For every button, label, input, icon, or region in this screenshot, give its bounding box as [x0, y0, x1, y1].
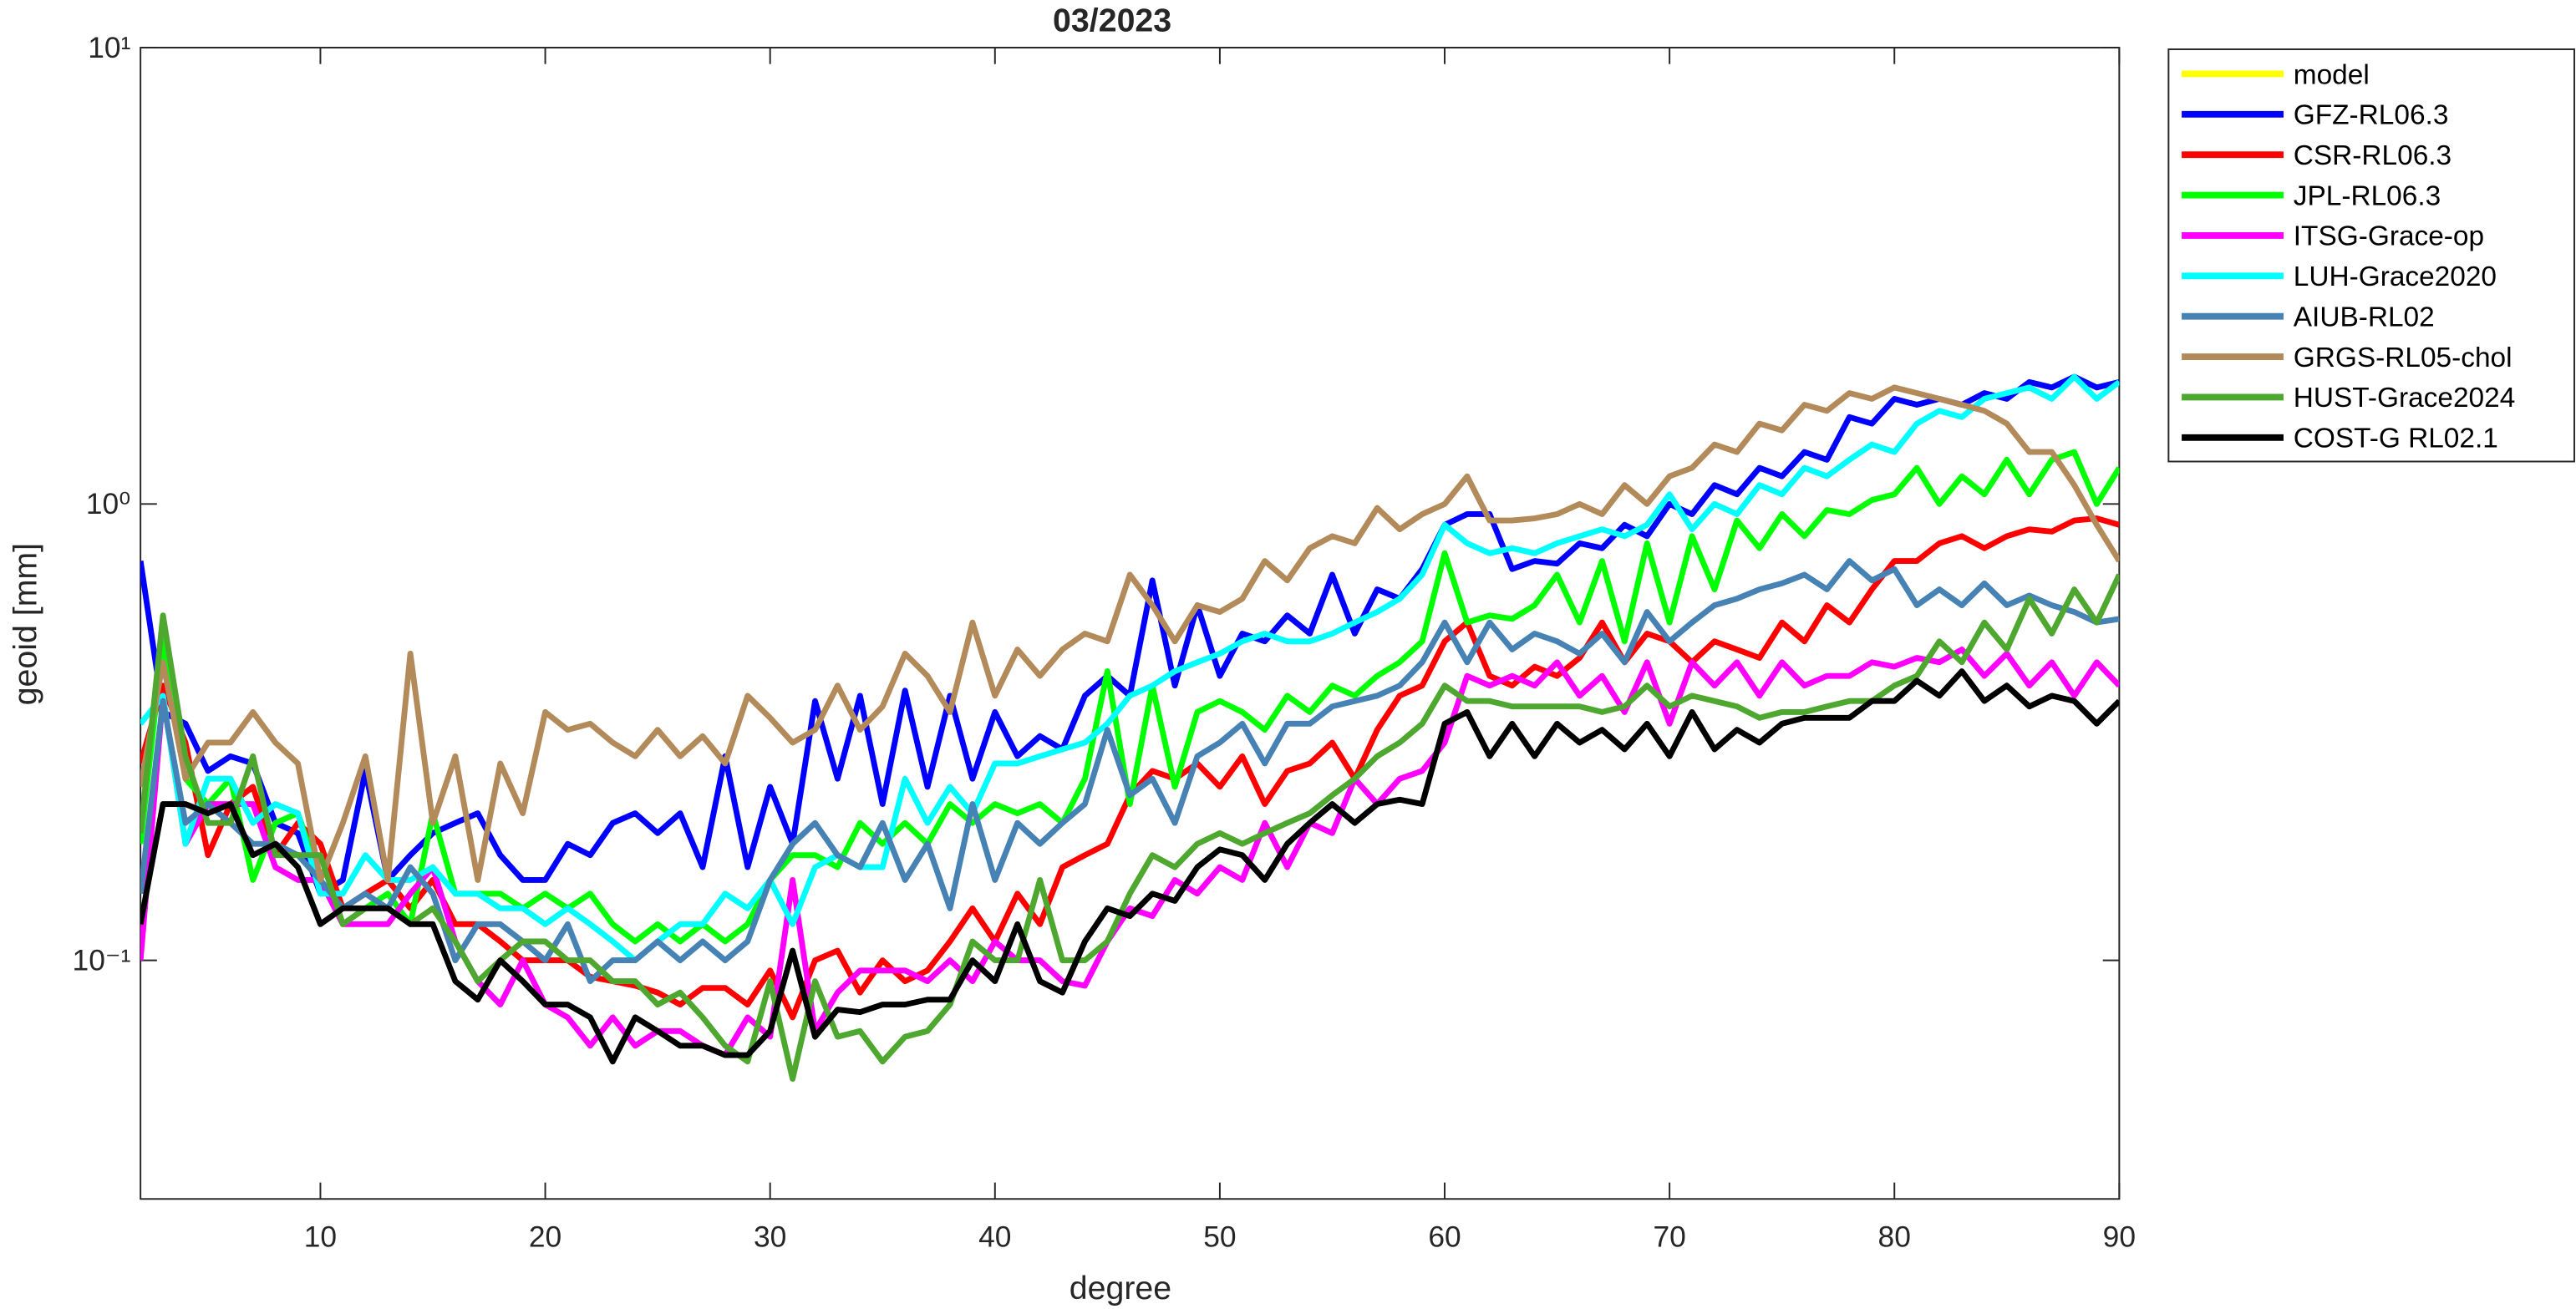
x-axis-label: degree: [1070, 1270, 1171, 1306]
legend-label: model: [2294, 59, 2370, 90]
legend-label: GRGS-RL05-chol: [2294, 342, 2512, 373]
y-tick-label: 10⁻¹: [73, 944, 131, 977]
legend-label: JPL-RL06.3: [2294, 180, 2441, 211]
x-tick-label: 90: [2103, 1220, 2136, 1253]
legend-label: HUST-Grace2024: [2294, 383, 2516, 414]
x-tick-label: 40: [978, 1220, 1011, 1253]
x-tick-label: 80: [1878, 1220, 1911, 1253]
series-line: [140, 668, 2120, 1065]
y-tick-label: 10¹: [88, 32, 130, 64]
x-tick-label: 70: [1653, 1220, 1685, 1253]
legend-box: [2167, 48, 2575, 463]
x-tick-label: 60: [1428, 1220, 1461, 1253]
legend-label: ITSG-Grace-op: [2294, 221, 2484, 252]
series-line: [140, 573, 2120, 1082]
x-tick-label: 10: [304, 1220, 337, 1253]
legend-label: LUH-Grace2020: [2294, 261, 2497, 292]
y-tick-label: 10⁰: [86, 488, 131, 520]
x-tick-label: 50: [1203, 1220, 1236, 1253]
legend-label: COST-G RL02.1: [2294, 424, 2498, 454]
legend-label: GFZ-RL06.3: [2294, 100, 2449, 131]
x-tick-label: 20: [529, 1220, 561, 1253]
series-line: [140, 384, 2120, 883]
x-tick-label: 30: [754, 1220, 786, 1253]
legend-label: AIUB-RL02: [2294, 302, 2435, 332]
chart-title: 03/2023: [1053, 2, 1171, 38]
legend-label: CSR-RL06.3: [2294, 140, 2452, 171]
series-line: [140, 373, 2120, 964]
series-line: [140, 558, 2120, 985]
y-axis-label: geoid [mm]: [7, 543, 43, 705]
plot-frame: [140, 47, 2121, 1200]
